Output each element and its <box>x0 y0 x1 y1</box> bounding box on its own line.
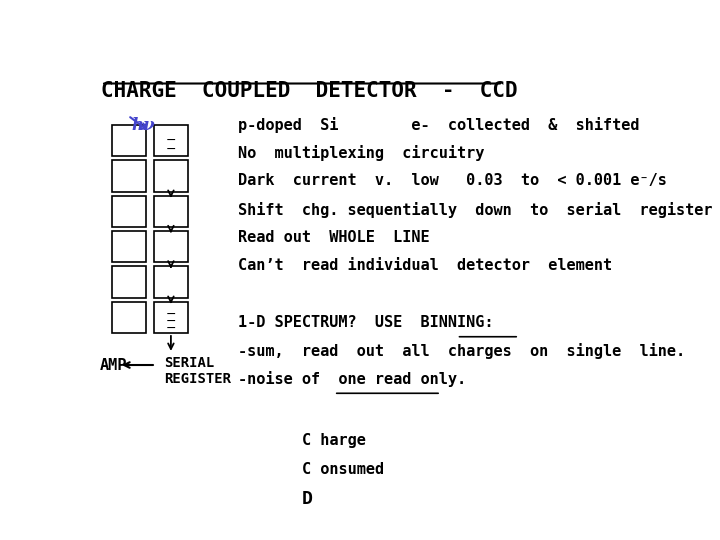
Text: p-doped  Si        e-  collected  &  shifted: p-doped Si e- collected & shifted <box>238 117 639 133</box>
Text: Shift  chg. sequentially  down  to  serial  register: Shift chg. sequentially down to serial r… <box>238 201 712 218</box>
Text: −: − <box>166 315 176 328</box>
Text: SERIAL
REGISTER: SERIAL REGISTER <box>163 356 230 386</box>
Text: hν: hν <box>132 117 156 134</box>
Text: C harge: C harge <box>302 434 366 448</box>
Text: −: − <box>166 134 176 147</box>
FancyBboxPatch shape <box>112 125 145 156</box>
Text: D: D <box>302 490 313 508</box>
FancyBboxPatch shape <box>112 231 145 262</box>
FancyBboxPatch shape <box>154 266 188 298</box>
Text: AMP: AMP <box>100 358 127 373</box>
Text: -noise of  one read only.: -noise of one read only. <box>238 371 466 387</box>
Text: -sum,  read  out  all  charges  on  single  line.: -sum, read out all charges on single lin… <box>238 343 685 359</box>
FancyBboxPatch shape <box>112 160 145 192</box>
FancyBboxPatch shape <box>154 196 188 227</box>
FancyBboxPatch shape <box>154 231 188 262</box>
FancyBboxPatch shape <box>154 160 188 192</box>
Text: Can’t  read individual  detector  element: Can’t read individual detector element <box>238 258 612 273</box>
Text: −: − <box>166 322 176 335</box>
Text: −: − <box>166 143 176 156</box>
Text: Read out  WHOLE  LINE: Read out WHOLE LINE <box>238 230 430 245</box>
Text: Dark  current  v.  low   0.03  to  < 0.001 e⁻/s: Dark current v. low 0.03 to < 0.001 e⁻/s <box>238 173 667 188</box>
FancyBboxPatch shape <box>112 266 145 298</box>
FancyBboxPatch shape <box>154 302 188 333</box>
Text: No  multiplexing  circuitry: No multiplexing circuitry <box>238 145 485 161</box>
FancyBboxPatch shape <box>112 196 145 227</box>
FancyBboxPatch shape <box>112 302 145 333</box>
Text: −: − <box>166 308 176 321</box>
Text: 1-D SPECTRUM?  USE  BINNING:: 1-D SPECTRUM? USE BINNING: <box>238 315 493 330</box>
FancyBboxPatch shape <box>154 125 188 156</box>
Text: C onsumed: C onsumed <box>302 462 384 477</box>
Text: CHARGE  COUPLED  DETECTOR  -  CCD: CHARGE COUPLED DETECTOR - CCD <box>101 82 518 102</box>
